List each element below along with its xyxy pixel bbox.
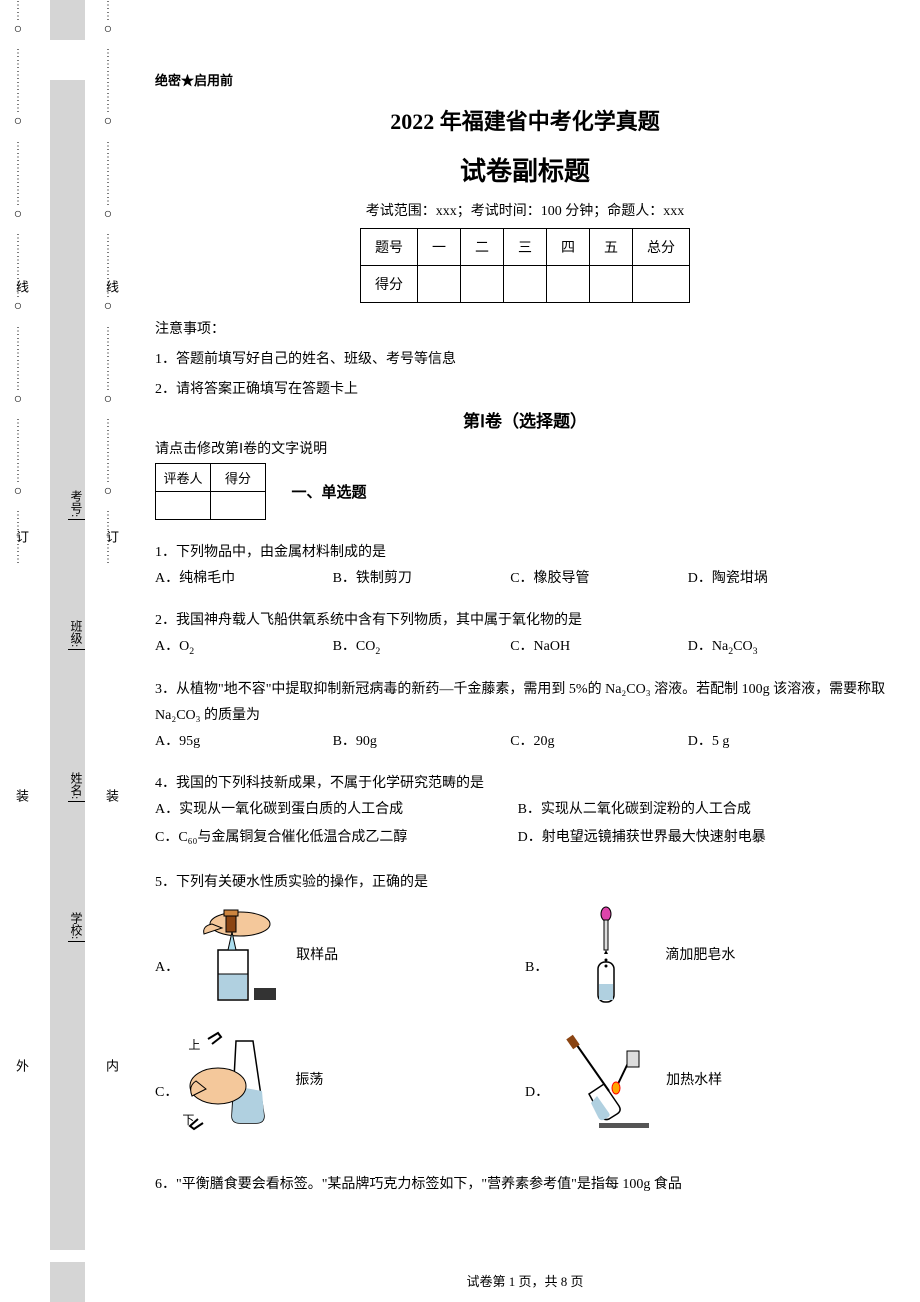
q5-opt-d: D． 加热水样 bbox=[525, 1031, 895, 1131]
q3-opt-b: B．90g bbox=[333, 729, 511, 755]
q5-d-text: 加热水样 bbox=[666, 1068, 722, 1094]
score-col-2: 二 bbox=[461, 229, 504, 266]
question-6: 6．"平衡膳食要会看标签。"某品牌巧克力标签如下，"营养素参考值"是指每 100… bbox=[155, 1172, 895, 1198]
inner-ding: 订 bbox=[102, 530, 121, 543]
grader-c2: 得分 bbox=[211, 464, 266, 492]
diagram-heat-icon bbox=[559, 1031, 654, 1131]
q3-opt-d: D．5 g bbox=[688, 729, 866, 755]
score-cell bbox=[461, 266, 504, 303]
section-heading: 一、单选题 bbox=[292, 481, 367, 502]
q4-opt-a: A．实现从一氧化碳到蛋白质的人工合成 bbox=[155, 797, 518, 823]
q1-stem: 1．下列物品中，由金属材料制成的是 bbox=[155, 540, 895, 566]
secret-label: 绝密★启用前 bbox=[155, 70, 895, 89]
q5-c-down: 下 bbox=[182, 1109, 194, 1131]
page-content: 绝密★启用前 2022 年福建省中考化学真题 试卷副标题 考试范围：xxx；考试… bbox=[155, 70, 895, 1214]
binding-margin: ⋮⋮○⋮⋮⋮⋮⋮⋮○⋮⋮⋮⋮⋮⋮○⋮⋮⋮⋮⋮⋮○⋮⋮⋮⋮⋮⋮○⋮⋮⋮⋮⋮⋮○⋮⋮… bbox=[0, 0, 140, 1302]
q5-opt-c: C． 上 下 振荡 bbox=[155, 1031, 525, 1131]
score-cell bbox=[418, 266, 461, 303]
q3-opt-c: C．20g bbox=[510, 729, 688, 755]
score-col-3: 三 bbox=[504, 229, 547, 266]
q4-stem: 4．我国的下列科技新成果，不属于化学研究范畴的是 bbox=[155, 771, 895, 797]
grader-c1: 评卷人 bbox=[156, 464, 211, 492]
q5-c-up: 上 bbox=[188, 1034, 200, 1056]
question-3: 3．从植物"地不容"中提取抑制新冠病毒的新药—千金藤素，需用到 5%的 Na₂C… bbox=[155, 677, 895, 755]
diagram-shake-icon: 上 下 bbox=[188, 1031, 283, 1131]
grader-table: 评卷人得分 bbox=[155, 463, 266, 520]
diagram-sampling-icon bbox=[189, 906, 284, 1006]
diagram-dropper-icon bbox=[558, 906, 653, 1006]
inner-inside: 内 bbox=[102, 1059, 121, 1072]
page-footer: 试卷第 1 页，共 8 页 bbox=[155, 1271, 895, 1290]
q4-opt-b: B．实现从二氧化碳到淀粉的人工合成 bbox=[518, 797, 881, 823]
question-2: 2．我国神舟载人飞船供氧系统中含有下列物质，其中属于氧化物的是 A．O2 B．C… bbox=[155, 608, 895, 661]
score-table: 题号 一 二 三 四 五 总分 得分 bbox=[360, 228, 690, 303]
inner-xian: 线 bbox=[102, 280, 121, 293]
score-row-label: 得分 bbox=[361, 266, 418, 303]
dot-pattern-outer: ⋮⋮○⋮⋮⋮⋮⋮⋮○⋮⋮⋮⋮⋮⋮○⋮⋮⋮⋮⋮⋮○⋮⋮⋮⋮⋮⋮○⋮⋮⋮⋮⋮⋮○⋮⋮… bbox=[8, 0, 28, 1302]
grader-cell bbox=[211, 492, 266, 520]
q3-stem: 3．从植物"地不容"中提取抑制新冠病毒的新药—千金藤素，需用到 5%的 Na₂C… bbox=[155, 677, 895, 729]
q5-stem: 5．下列有关硬水性质实验的操作，正确的是 bbox=[155, 870, 895, 896]
main-title: 2022 年福建省中考化学真题 bbox=[155, 104, 895, 136]
label-name: 姓名: bbox=[68, 772, 85, 802]
score-col-1: 一 bbox=[418, 229, 461, 266]
score-th-label: 题号 bbox=[361, 229, 418, 266]
q2-opt-b: B．CO2 bbox=[333, 634, 511, 661]
score-cell bbox=[633, 266, 690, 303]
q3-opt-a: A．95g bbox=[155, 729, 333, 755]
score-cell bbox=[590, 266, 633, 303]
q2-opt-d: D．Na2CO3 bbox=[688, 634, 866, 661]
juan-title: 第Ⅰ卷（选择题） bbox=[155, 407, 895, 432]
notes-heading: 注意事项： bbox=[155, 318, 895, 342]
q2-opt-c: C．NaOH bbox=[510, 634, 688, 661]
question-4: 4．我国的下列科技新成果，不属于化学研究范畴的是 A．实现从一氧化碳到蛋白质的人… bbox=[155, 771, 895, 855]
outer-outside: 外 bbox=[12, 1059, 31, 1072]
q4-opt-c: C．C₆₀与金属铜复合催化低温合成乙二醇 bbox=[155, 825, 518, 851]
q5-b-text: 滴加肥皂水 bbox=[665, 943, 735, 969]
question-5: 5．下列有关硬水性质实验的操作，正确的是 A． bbox=[155, 870, 895, 1156]
grader-row: 评卷人得分 一、单选题 bbox=[155, 463, 895, 520]
hatch-pattern bbox=[254, 988, 276, 1000]
outer-zhuang: 装 bbox=[12, 789, 31, 802]
exam-info: 考试范围：xxx；考试时间：100 分钟；命题人：xxx bbox=[155, 200, 895, 220]
score-cell bbox=[547, 266, 590, 303]
inner-zhuang: 装 bbox=[102, 789, 121, 802]
q1-opt-c: C．橡胶导管 bbox=[510, 566, 688, 592]
grader-cell bbox=[156, 492, 211, 520]
notes-1: 1．答题前填写好自己的姓名、班级、考号等信息 bbox=[155, 348, 895, 372]
q1-opt-a: A．纯棉毛巾 bbox=[155, 566, 333, 592]
q5-opt-b: B． 滴加肥皂水 bbox=[525, 906, 895, 1006]
q1-opt-d: D．陶瓷坩埚 bbox=[688, 566, 866, 592]
q5-opt-a: A． 取样品 bbox=[155, 906, 525, 1006]
q5-a-text: 取样品 bbox=[296, 943, 338, 969]
q1-opt-b: B．铁制剪刀 bbox=[333, 566, 511, 592]
sub-title: 试卷副标题 bbox=[155, 151, 895, 188]
dot-pattern-inner: ⋮⋮○⋮⋮⋮⋮⋮⋮○⋮⋮⋮⋮⋮⋮○⋮⋮⋮⋮⋮⋮○⋮⋮⋮⋮⋮⋮○⋮⋮⋮⋮⋮⋮○⋮⋮… bbox=[98, 0, 118, 1302]
student-info-labels: 学校: 姓名: 班级: 考号: bbox=[62, 0, 92, 1302]
question-1: 1．下列物品中，由金属材料制成的是 A．纯棉毛巾 B．铁制剪刀 C．橡胶导管 D… bbox=[155, 540, 895, 592]
q2-opt-a: A．O2 bbox=[155, 634, 333, 661]
label-school: 学校: bbox=[68, 912, 85, 942]
q2-stem: 2．我国神舟载人飞船供氧系统中含有下列物质，其中属于氧化物的是 bbox=[155, 608, 895, 634]
juan-sub: 请点击修改第Ⅰ卷的文字说明 bbox=[155, 438, 895, 458]
score-cell bbox=[504, 266, 547, 303]
outer-xian: 线 bbox=[12, 280, 31, 293]
q4-opt-d: D．射电望远镜捕获世界最大快速射电暴 bbox=[518, 825, 881, 851]
score-col-5: 五 bbox=[590, 229, 633, 266]
outer-ding: 订 bbox=[12, 530, 31, 543]
q5-c-text: 振荡 bbox=[295, 1068, 323, 1094]
label-id: 考号: bbox=[68, 490, 85, 520]
score-col-4: 四 bbox=[547, 229, 590, 266]
label-class: 班级: bbox=[68, 620, 85, 650]
score-col-total: 总分 bbox=[633, 229, 690, 266]
notes-2: 2．请将答案正确填写在答题卡上 bbox=[155, 378, 895, 402]
q6-stem: 6．"平衡膳食要会看标签。"某品牌巧克力标签如下，"营养素参考值"是指每 100… bbox=[155, 1172, 895, 1198]
